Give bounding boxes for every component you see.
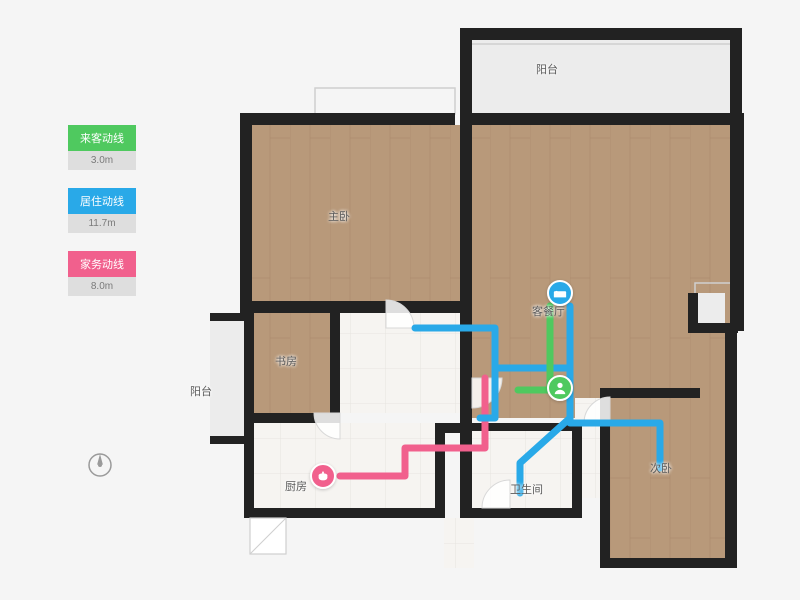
room-label: 阳台 xyxy=(536,61,558,77)
legend-item-guest: 来客动线 3.0m xyxy=(68,125,136,170)
room-label: 次卧 xyxy=(650,460,672,476)
legend-label: 家务动线 xyxy=(68,251,136,277)
legend-value: 11.7m xyxy=(68,214,136,233)
floorplan-svg xyxy=(210,18,770,583)
room-label: 卫生间 xyxy=(510,481,543,497)
room-label: 书房 xyxy=(275,353,297,369)
legend-value: 8.0m xyxy=(68,277,136,296)
legend-item-house: 家务动线 8.0m xyxy=(68,251,136,296)
bed-icon xyxy=(547,280,573,306)
legend-item-living: 居住动线 11.7m xyxy=(68,188,136,233)
room-label: 厨房 xyxy=(285,478,307,494)
legend-panel: 来客动线 3.0m 居住动线 11.7m 家务动线 8.0m xyxy=(68,125,136,314)
pot-icon xyxy=(310,463,336,489)
legend-label: 来客动线 xyxy=(68,125,136,151)
legend-value: 3.0m xyxy=(68,151,136,170)
compass-icon xyxy=(85,450,115,480)
floorplan: 阳台主卧客餐厅书房阳台厨房卫生间次卧 xyxy=(210,18,770,583)
legend-label: 居住动线 xyxy=(68,188,136,214)
person-icon xyxy=(547,375,573,401)
room-label: 阳台 xyxy=(190,383,212,399)
room-label: 主卧 xyxy=(328,208,350,224)
